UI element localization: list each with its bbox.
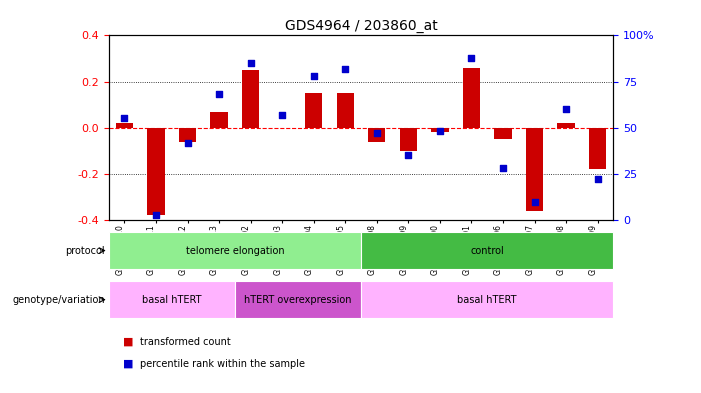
Text: basal hTERT: basal hTERT [458, 295, 517, 305]
Bar [361, 232, 613, 269]
Bar [400, 128, 417, 151]
Point [592, 176, 604, 183]
Bar [557, 123, 575, 128]
Point [308, 73, 320, 79]
Text: control: control [470, 246, 504, 255]
Point [561, 106, 572, 112]
Bar [109, 232, 361, 269]
Point [214, 91, 225, 97]
Point [151, 211, 162, 218]
Bar [109, 281, 235, 318]
Point [245, 60, 257, 66]
Text: ■: ■ [123, 358, 137, 369]
Bar [589, 128, 606, 169]
Point [466, 54, 477, 61]
Bar [431, 128, 449, 132]
Point [372, 130, 383, 136]
Bar [361, 281, 613, 318]
Text: telomere elongation: telomere elongation [186, 246, 284, 255]
Point [119, 116, 130, 122]
Point [403, 152, 414, 158]
Text: hTERT overexpression: hTERT overexpression [244, 295, 352, 305]
Point [435, 128, 446, 134]
Bar [235, 281, 361, 318]
Bar [242, 70, 259, 128]
Text: basal hTERT: basal hTERT [142, 295, 201, 305]
Bar [179, 128, 196, 141]
Bar [526, 128, 543, 211]
Text: ■: ■ [123, 337, 137, 347]
Bar [494, 128, 512, 139]
Point [498, 165, 509, 171]
Point [529, 198, 540, 205]
Text: GDS4964 / 203860_at: GDS4964 / 203860_at [285, 19, 437, 33]
Bar [336, 93, 354, 128]
Text: protocol: protocol [65, 246, 105, 255]
Point [182, 140, 193, 146]
Bar [147, 128, 165, 215]
Bar [116, 123, 133, 128]
Text: genotype/variation: genotype/variation [13, 295, 105, 305]
Bar [368, 128, 386, 141]
Point [340, 66, 351, 72]
Text: percentile rank within the sample: percentile rank within the sample [140, 358, 305, 369]
Bar [305, 93, 322, 128]
Text: transformed count: transformed count [140, 337, 231, 347]
Bar [210, 112, 228, 128]
Bar [463, 68, 480, 128]
Point [277, 112, 288, 118]
